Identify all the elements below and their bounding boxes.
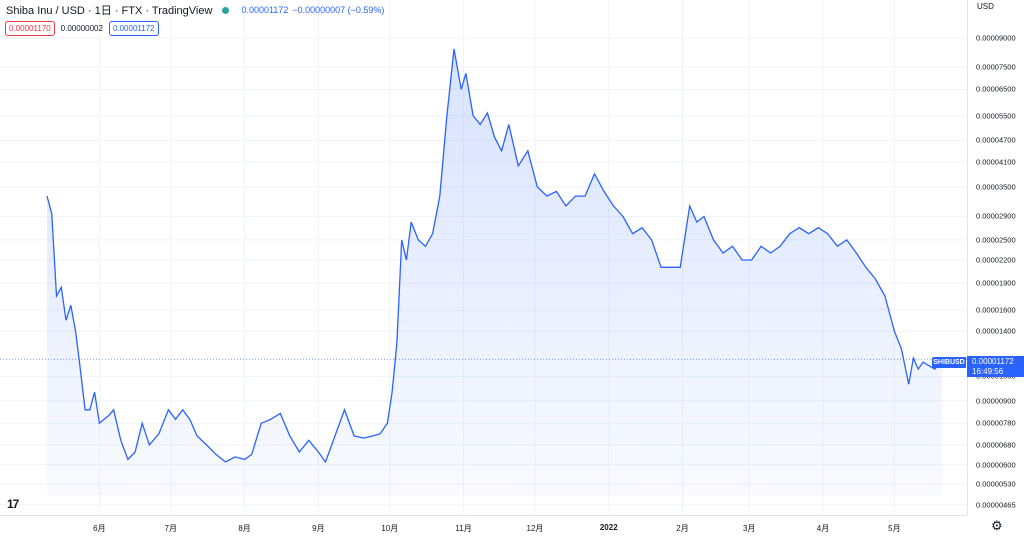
price-tick: 0.00002200 [976,255,1016,265]
currency-unit: USD [977,2,994,11]
gear-icon[interactable]: ⚙ [991,518,1003,533]
price-line [46,48,943,464]
price-tick: 0.00004100 [976,157,1016,167]
price-tick: 0.00002500 [976,235,1016,245]
price-tick: 0.00000780 [976,418,1016,428]
price-area-fill [47,49,942,495]
time-tick: 10月 [381,524,399,533]
bid-ask-row: 0.00001170 0.00000002 0.00001172 [5,21,159,36]
price-tick: 0.00007500 [976,62,1016,72]
price-change: −0.00000007 (−0.59%) [292,5,385,15]
bar-countdown: 16:49:56 [972,367,1004,376]
price-tick: 0.00000465 [976,500,1016,510]
current-price-tag: 0.00001172 16:49:56 [967,356,1024,377]
time-axis[interactable]: 6月 7月 8月 9月 10月 11月 12月 2022 2月 3月 4月 5月 [0,515,967,539]
symbol-title[interactable]: Shiba Inu / USD · 1日 · FTX · TradingView [6,5,213,17]
price-tick: 0.00000600 [976,460,1016,470]
time-tick: 4月 [816,524,830,533]
time-tick: 9月 [312,524,325,533]
price-chart[interactable] [0,0,967,515]
price-tick: 0.00009000 [976,33,1016,43]
price-tick: 0.00003500 [976,182,1016,192]
price-tick: 0.00001900 [976,278,1016,288]
time-tick: 8月 [238,524,251,533]
chart-legend-header: Shiba Inu / USD · 1日 · FTX · TradingView… [6,3,384,17]
time-tick-year: 2022 [599,523,618,532]
time-tick: 7月 [164,524,177,533]
last-price: 0.00001172 [241,5,289,15]
price-tick: 0.00001400 [976,326,1016,336]
price-tick: 0.00000680 [976,440,1016,450]
sell-price-button[interactable]: 0.00001170 [5,21,55,36]
price-tick: 0.00006500 [976,84,1016,94]
spread-value: 0.00000002 [60,24,103,33]
price-tick: 0.00005500 [976,111,1016,121]
price-tick: 0.00001600 [976,305,1016,315]
time-tick: 2月 [676,524,689,533]
tradingview-logo[interactable]: 17 [7,497,19,511]
chart-pane[interactable]: Shiba Inu / USD · 1日 · FTX · TradingView… [0,0,967,515]
price-tick: 0.00004700 [976,135,1016,145]
time-tick: 12月 [526,524,544,533]
time-tick: 11月 [455,524,472,533]
time-tick: 3月 [742,524,756,533]
market-status-dot [222,6,230,14]
time-tick: 5月 [888,524,901,533]
price-tick: 0.00000900 [976,396,1016,406]
symbol-line-label: SHIBUSD [932,357,966,368]
price-tick: 0.00002900 [976,211,1016,221]
price-axis[interactable]: USD 0.00009000 0.00007500 0.00006500 0.0… [967,0,1024,515]
time-tick: 6月 [93,524,106,533]
current-price-value: 0.00001172 [972,357,1014,366]
price-tick: 0.00000530 [976,479,1016,489]
buy-price-button[interactable]: 0.00001172 [108,21,159,36]
